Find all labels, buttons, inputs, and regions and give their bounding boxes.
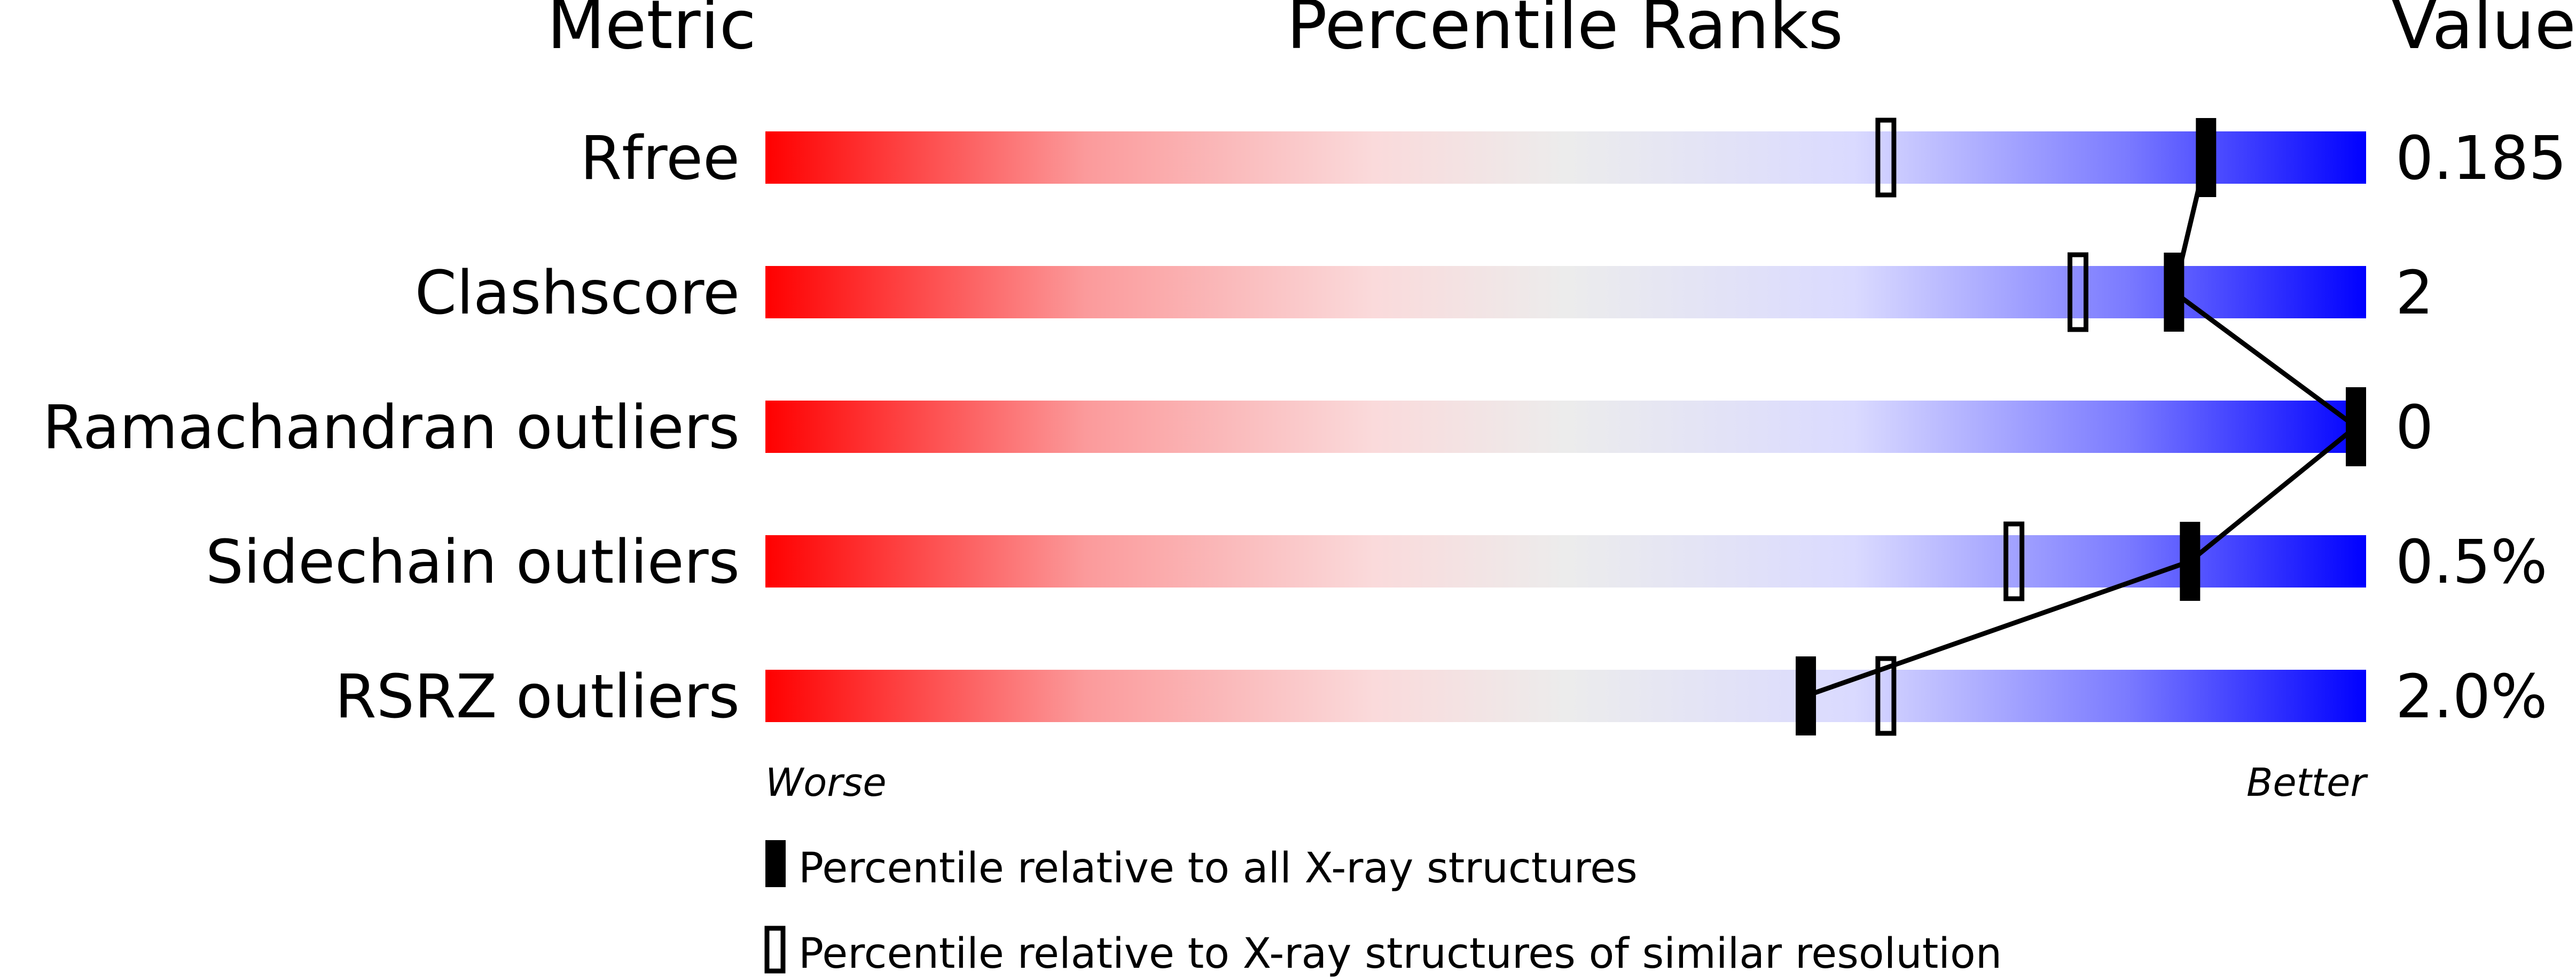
metric-label: Ramachandran outliers: [43, 393, 740, 463]
metric-label: Rfree: [580, 124, 740, 193]
metric-label: Clashscore: [415, 259, 740, 328]
metric-value: 0.5%: [2395, 528, 2548, 597]
metric-value: 0: [2395, 393, 2433, 463]
metric-label: Sidechain outliers: [206, 528, 740, 597]
marker-similar-resolution: [2068, 252, 2089, 332]
axis-label-worse: Worse: [765, 760, 887, 805]
metric-value: 2.0%: [2395, 662, 2548, 732]
marker-similar-resolution: [1875, 656, 1897, 736]
legend-filled-marker: [765, 840, 786, 887]
percentile-bar: [765, 131, 2366, 184]
legend-label-similar: Percentile relative to X-ray structures …: [798, 930, 2002, 978]
header-percentile-ranks: Percentile Ranks: [1287, 0, 1843, 64]
marker-all-structures: [2346, 387, 2366, 466]
percentile-bar: [765, 401, 2366, 453]
percentile-bar: [765, 266, 2366, 318]
metric-value: 2: [2395, 259, 2433, 328]
percentile-bar: [765, 670, 2366, 722]
marker-similar-resolution: [1875, 118, 1897, 198]
marker-all-structures: [2164, 253, 2184, 332]
metric-value: 0.185: [2395, 124, 2567, 193]
header-value: Value: [2391, 0, 2576, 64]
marker-all-structures: [2196, 118, 2217, 197]
marker-all-structures: [2180, 522, 2201, 601]
header-metric: Metric: [547, 0, 756, 64]
percentile-bar: [765, 535, 2366, 588]
legend-label-all: Percentile relative to all X-ray structu…: [798, 844, 1638, 892]
metric-label: RSRZ outliers: [335, 662, 740, 732]
marker-all-structures: [1796, 656, 1816, 735]
axis-label-better: Better: [2246, 760, 2368, 805]
marker-similar-resolution: [2003, 521, 2025, 601]
legend-open-marker: [764, 926, 786, 974]
